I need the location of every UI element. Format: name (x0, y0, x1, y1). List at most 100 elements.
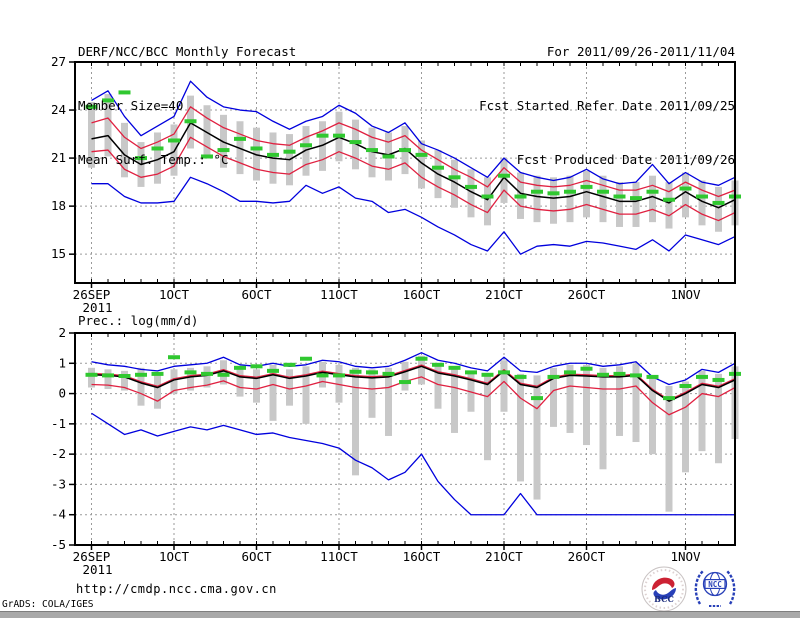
ensemble-spread-bar (467, 169, 475, 218)
header-left: DERF/NCC/BCC Monthly Forecast Member Siz… (78, 7, 296, 205)
climatology-dash (201, 371, 213, 376)
ensemble-spread-bar (418, 355, 425, 385)
climatology-dash (283, 149, 296, 154)
climatology-dash (531, 189, 543, 194)
source-url: http://cmdp.ncc.cma.gov.cn (76, 582, 277, 596)
ensemble-spread-bar (368, 127, 376, 178)
ensemble-spread-bar (286, 369, 293, 406)
x-axis-tick-label: 21OCT (485, 287, 523, 302)
x-axis-year-label: 2011 (82, 562, 112, 577)
ensemble-spread-bar (698, 370, 706, 452)
ensemble-spread-bar (533, 175, 541, 223)
ensemble-spread-bar (566, 364, 574, 433)
climatology-dash (465, 184, 477, 189)
climatology-dash (102, 373, 114, 378)
temp-panel-title: Mean Surf. Temp.: °C (78, 152, 229, 167)
ensemble-spread-bar (236, 367, 244, 397)
climatology-dash (267, 368, 279, 373)
climatology-dash (465, 370, 477, 375)
ncc-logo-band (704, 579, 726, 590)
ensemble-spread-bar (583, 364, 590, 446)
x-axis-tick-label: 6OCT (241, 549, 272, 564)
y-axis-tick-label: 0 (58, 386, 66, 401)
climatology-dash (498, 173, 510, 178)
climatology-dash (597, 189, 609, 194)
climatology-dash (597, 372, 609, 377)
ensemble-spread-bar (253, 369, 260, 403)
climatology-dash (630, 373, 642, 378)
lower-band-line (91, 136, 736, 222)
ncc-logo: NCC (690, 562, 740, 612)
ensemble-spread-bar (467, 370, 475, 412)
ensemble-spread-bar (682, 172, 689, 218)
climatology-dash (316, 133, 329, 138)
climatology-dash (151, 146, 164, 151)
ensemble-spread-bar (451, 159, 458, 208)
climatology-dash (118, 90, 131, 95)
ensemble-spread-bar (154, 132, 161, 184)
ensemble-spread-bar (319, 121, 326, 171)
x-axis-tick-label: 26SEP (73, 287, 111, 302)
ensemble-spread-bar (550, 367, 557, 427)
y-axis-tick-label: -3 (51, 476, 66, 491)
ensemble-spread-bar (484, 177, 491, 226)
ensemble-max-line (91, 80, 736, 186)
climatology-dash (399, 148, 411, 153)
climatology-dash (514, 374, 527, 379)
climatology-dash (283, 362, 296, 367)
climatology-dash (366, 370, 378, 375)
x-axis-tick-label: 11OCT (320, 549, 358, 564)
ensemble-spread-bar (88, 102, 95, 168)
climatology-dash (679, 384, 692, 388)
climatology-dash (300, 356, 312, 361)
ensemble-max-line (91, 352, 736, 386)
climatology-dash (531, 396, 543, 401)
ensemble-spread-bar (665, 182, 673, 229)
ensemble-spread-bar (533, 375, 541, 500)
bcc-logo-label: BCC (654, 594, 674, 604)
climatology-dash (300, 143, 312, 148)
climatology-dash (448, 175, 461, 180)
climatology-dash (580, 366, 593, 371)
climatology-dash (382, 371, 395, 376)
climatology-dash (432, 165, 444, 170)
climatology-dash (234, 365, 246, 370)
climatology-dash (448, 365, 461, 370)
climatology-dash (712, 200, 725, 205)
ensemble-spread-bar (104, 94, 112, 157)
produced-date-label: Fcst Produced Date 2011/09/26 (516, 152, 735, 167)
ensemble-spread-bar (599, 367, 607, 470)
ensemble-spread-bar (121, 122, 128, 178)
ensemble-spread-bar (632, 363, 640, 443)
climatology-dash (613, 194, 626, 199)
ensemble-spread-bar (137, 367, 145, 406)
ensemble-spread-bar (368, 369, 376, 418)
ncc-logo-emblem: NCC (694, 570, 736, 607)
ensemble-spread-bar (352, 367, 359, 476)
ensemble-spread-bar (104, 369, 112, 390)
ensemble-spread-bar (616, 182, 623, 227)
x-axis-tick-label: 1OCT (159, 549, 190, 564)
ensemble-spread-bar (434, 363, 442, 409)
ensemble-spread-bar (616, 366, 623, 436)
ensemble-spread-bar (121, 370, 128, 391)
ensemble-spread-bar (583, 170, 590, 218)
ensemble-spread-bar (220, 360, 227, 385)
climatology-dash (481, 194, 494, 199)
ensemble-spread-bar (484, 373, 491, 461)
x-axis-tick-label: 6OCT (241, 287, 272, 302)
ensemble-spread-bar (566, 175, 574, 223)
ensemble-spread-bar (401, 361, 409, 391)
x-axis-year-label: 2011 (82, 300, 112, 315)
ensemble-spread-bar (451, 366, 458, 433)
grads-credit: GrADS: COLA/IGES (2, 599, 94, 610)
climatology-dash (712, 377, 725, 382)
ensemble-spread-bar (88, 367, 95, 388)
upper-band-line (91, 364, 736, 401)
climatology-dash (564, 189, 576, 194)
ensemble-spread-bar (302, 366, 310, 424)
ensemble-spread-bar (698, 180, 706, 226)
